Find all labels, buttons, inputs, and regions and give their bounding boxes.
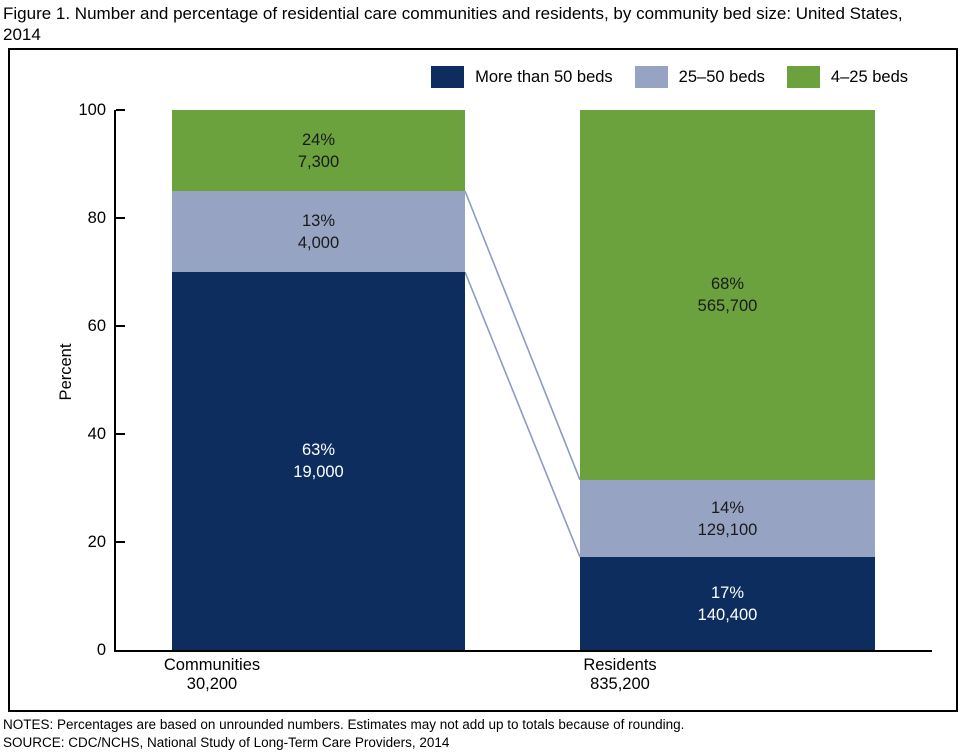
segment-pct-label: 17%	[711, 584, 744, 602]
segment-count-label: 140,400	[698, 606, 758, 624]
legend-item-more-than-50-beds: More than 50 beds	[431, 66, 613, 88]
segment-label: 13% 4,000	[298, 210, 339, 254]
segment-label: 24% 7,300	[298, 129, 339, 173]
x-category-total: 835,200	[590, 675, 650, 693]
y-tick-label: 100	[62, 100, 106, 120]
y-tick-mark	[116, 109, 125, 111]
segment-pct-label: 68%	[711, 275, 744, 293]
segment-count-label: 565,700	[698, 297, 758, 315]
y-tick-mark	[116, 325, 125, 327]
segment-label: 68% 565,700	[698, 273, 758, 317]
legend-swatch-navy	[431, 66, 464, 88]
segment-count-label: 129,100	[698, 521, 758, 539]
y-tick-label: 60	[62, 316, 106, 336]
bar-segment-communities-more-than-50-beds: 63% 19,000	[172, 272, 465, 650]
source-line: SOURCE: CDC/NCHS, National Study of Long…	[3, 735, 449, 750]
segment-label: 63% 19,000	[293, 439, 343, 483]
y-tick-mark	[116, 433, 125, 435]
segment-label: 14% 129,100	[698, 497, 758, 541]
y-tick-label: 40	[62, 424, 106, 444]
segment-pct-label: 24%	[302, 131, 335, 149]
segment-count-label: 4,000	[298, 234, 339, 252]
legend: More than 50 beds 25–50 beds 4–25 beds	[431, 66, 908, 88]
bar-residents: 68% 565,700 14% 129,100 17% 140,400	[580, 110, 875, 650]
bar-communities: 24% 7,300 13% 4,000 63% 19,000	[172, 110, 465, 650]
y-tick-mark	[116, 217, 125, 219]
x-category-label: Communities	[164, 656, 260, 674]
chart-frame: More than 50 beds 25–50 beds 4–25 beds P…	[8, 48, 958, 712]
y-tick-label: 20	[62, 532, 106, 552]
legend-item-4-25-beds: 4–25 beds	[787, 66, 908, 88]
legend-label: More than 50 beds	[475, 68, 613, 87]
segment-label: 17% 140,400	[698, 582, 758, 626]
x-category-residents: Residents 835,200	[470, 656, 770, 694]
figure-title-line1: Figure 1. Number and percentage of resid…	[3, 4, 903, 23]
legend-swatch-bluegray	[635, 66, 668, 88]
y-tick-label: 80	[62, 208, 106, 228]
bar-segment-residents-more-than-50-beds: 17% 140,400	[580, 557, 875, 650]
legend-swatch-green	[787, 66, 820, 88]
plot-area: Percent 24% 7,300 13% 4,000 63%	[114, 110, 932, 652]
legend-item-25-50-beds: 25–50 beds	[635, 66, 765, 88]
figure-notes: NOTES: Percentages are based on unrounde…	[3, 716, 957, 752]
figure-title: Figure 1. Number and percentage of resid…	[3, 3, 955, 45]
y-tick-mark	[116, 541, 125, 543]
figure-title-line2: 2014	[3, 25, 41, 44]
bar-segment-communities-4-25-beds: 24% 7,300	[172, 110, 465, 191]
segment-count-label: 7,300	[298, 153, 339, 171]
notes-line: NOTES: Percentages are based on unrounde…	[3, 717, 684, 732]
x-category-communities: Communities 30,200	[62, 656, 362, 694]
legend-label: 25–50 beds	[679, 68, 765, 87]
segment-pct-label: 63%	[302, 441, 335, 459]
bar-segment-communities-25-50-beds: 13% 4,000	[172, 191, 465, 272]
segment-pct-label: 13%	[302, 212, 335, 230]
bar-segment-residents-4-25-beds: 68% 565,700	[580, 110, 875, 480]
x-category-label: Residents	[583, 656, 656, 674]
y-axis-title: Percent	[57, 337, 77, 407]
segment-count-label: 19,000	[293, 463, 343, 481]
legend-label: 4–25 beds	[831, 68, 908, 87]
segment-pct-label: 14%	[711, 499, 744, 517]
x-category-total: 30,200	[187, 675, 237, 693]
bar-segment-residents-25-50-beds: 14% 129,100	[580, 480, 875, 557]
